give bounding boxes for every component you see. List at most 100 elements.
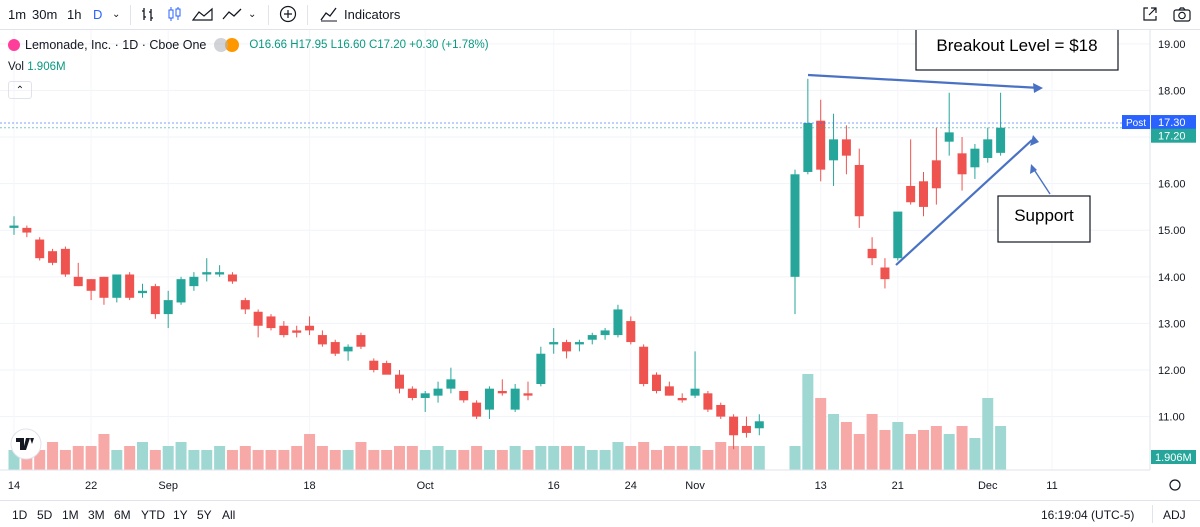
volume-bar xyxy=(124,446,136,470)
volume-bar xyxy=(252,450,264,470)
symbol-title[interactable]: Lemonade, Inc. · 1D · Cboe One xyxy=(25,38,207,52)
volume-bar xyxy=(638,442,650,470)
chevron-down-icon[interactable]: ⌄ xyxy=(112,9,121,20)
bar-chart-type-icon[interactable] xyxy=(140,6,156,26)
candle-body xyxy=(841,139,851,156)
volume-bar xyxy=(956,426,968,470)
market-status-icon[interactable] xyxy=(214,38,229,52)
candle-body xyxy=(112,274,122,298)
support-arrow-head xyxy=(1030,135,1039,146)
range-all[interactable]: All xyxy=(222,508,236,522)
volume-bar xyxy=(175,442,187,470)
candle-body xyxy=(86,279,96,291)
volume-bar xyxy=(969,438,981,470)
collapse-legend-button[interactable]: ⌃ xyxy=(8,81,32,99)
volume-bar xyxy=(368,450,380,470)
candle-body xyxy=(420,393,430,398)
interval-30m[interactable]: 30m xyxy=(32,7,58,22)
interval-d[interactable]: D xyxy=(93,7,103,22)
volume-bar xyxy=(201,450,213,470)
popout-icon[interactable] xyxy=(1141,5,1159,27)
candle-body xyxy=(253,311,263,326)
indicators-icon[interactable] xyxy=(320,6,338,26)
volume-bar xyxy=(291,446,303,470)
interval-1m[interactable]: 1m xyxy=(8,7,27,22)
candle-body xyxy=(741,425,751,433)
candles-chart-type-icon[interactable] xyxy=(166,6,182,26)
range-1m[interactable]: 1M xyxy=(62,508,79,522)
candle-body xyxy=(716,404,726,417)
candle-body xyxy=(880,267,890,280)
volume-bar xyxy=(149,450,161,470)
chevron-down-icon[interactable]: ⌄ xyxy=(248,9,257,20)
price-tag-box xyxy=(1151,115,1196,130)
time-tick-label: Nov xyxy=(685,480,705,492)
range-5y[interactable]: 5Y xyxy=(197,508,212,522)
line-chart-type-icon[interactable] xyxy=(222,6,242,26)
price-chart[interactable]: Breakout Level = $18 Support 19.00 18.00 1… xyxy=(0,30,1200,500)
price-tick-label: 14.00 xyxy=(1158,272,1186,284)
candle-body xyxy=(919,181,928,207)
time-tick-label: 21 xyxy=(892,480,904,492)
candle-body xyxy=(266,316,276,329)
volume-bar xyxy=(419,450,431,470)
support-callout-arrow xyxy=(1032,167,1051,195)
interval-1h[interactable]: 1h xyxy=(67,7,82,22)
range-1d[interactable]: 1D xyxy=(12,508,28,522)
breakout-label-box xyxy=(915,30,1119,71)
candle-body xyxy=(99,276,109,298)
volume-legend: Vol 1.906M xyxy=(8,61,66,73)
candle-body xyxy=(215,272,225,275)
candle-body xyxy=(549,342,559,345)
volume-bar xyxy=(892,422,904,470)
range-6m[interactable]: 6M xyxy=(114,508,131,522)
candle-body xyxy=(867,248,877,259)
candle-body xyxy=(317,335,327,345)
volume-bar xyxy=(625,446,637,470)
post-market-tag: Post xyxy=(1126,118,1146,129)
volume-bar xyxy=(342,450,354,470)
range-ytd[interactable]: YTD xyxy=(141,508,165,522)
volume-bar xyxy=(137,442,148,470)
symbol-legend: Lemonade, Inc. · 1D · Cboe One O16.66 H1… xyxy=(8,38,489,52)
candle-body xyxy=(906,185,916,203)
volume-bar xyxy=(943,434,955,470)
price-tick-label: 12.00 xyxy=(1158,365,1186,377)
camera-icon[interactable] xyxy=(1172,5,1192,27)
indicators-button[interactable]: Indicators xyxy=(344,7,401,22)
candle-body xyxy=(996,127,1006,153)
volume-bar xyxy=(445,450,457,470)
price-tag-box xyxy=(1151,128,1196,143)
candle-body xyxy=(574,342,584,345)
volume-bar xyxy=(483,450,495,470)
candle-body xyxy=(803,123,813,172)
volume-bar xyxy=(651,450,662,470)
candle-body xyxy=(330,342,340,354)
candle-body xyxy=(73,276,83,287)
time-tick-label: 18 xyxy=(303,480,315,492)
candle-body xyxy=(944,132,954,142)
candle-body xyxy=(22,227,32,233)
settings-gear-icon[interactable] xyxy=(1169,479,1181,491)
volume-bar xyxy=(802,374,814,470)
adj-toggle[interactable]: ADJ xyxy=(1163,508,1186,522)
volume-bar xyxy=(226,450,238,470)
range-5d[interactable]: 5D xyxy=(37,508,53,522)
time-tick-label: 24 xyxy=(625,480,637,492)
volume-bar xyxy=(815,398,827,470)
candle-body xyxy=(523,393,533,396)
candle-body xyxy=(931,160,941,189)
delayed-data-icon[interactable] xyxy=(225,38,240,52)
volume-bar xyxy=(432,446,444,470)
volume-bar xyxy=(162,446,174,470)
price-axis: 19.0018.0017.0016.0015.0014.0013.0012.00… xyxy=(1149,30,1186,470)
range-3m[interactable]: 3M xyxy=(88,508,105,522)
clock-display[interactable]: 16:19:04 (UTC-5) xyxy=(1041,508,1135,522)
price-tick-label: 13.00 xyxy=(1158,318,1186,330)
range-1y[interactable]: 1Y xyxy=(173,508,188,522)
breakout-resistance-line xyxy=(807,73,1041,90)
compare-add-icon[interactable] xyxy=(279,5,297,27)
volume-bar xyxy=(355,442,367,470)
candle-body xyxy=(484,388,494,410)
area-chart-type-icon[interactable] xyxy=(191,6,214,26)
